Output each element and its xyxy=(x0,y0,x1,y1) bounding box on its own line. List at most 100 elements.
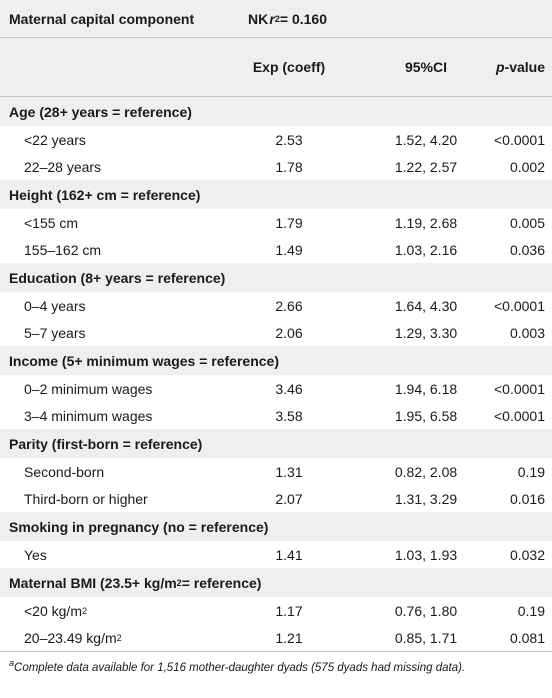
row-label-text: 3–4 minimum wages xyxy=(24,407,153,424)
row-label-text: Third-born or higher xyxy=(24,490,148,507)
row-label-text: <155 cm xyxy=(24,214,79,231)
p-value-cell: 0.036 xyxy=(509,241,545,258)
row-label-text: 155–162 cm xyxy=(24,241,102,258)
ci-cell: 1.19, 2.68 xyxy=(394,214,458,231)
p-value-cell: <0.0001 xyxy=(494,380,545,397)
p-value-cell: <0.0001 xyxy=(494,297,545,314)
section-title-text: Education (8+ years = reference) xyxy=(9,269,226,286)
exp-coeff-cell: 3.58 xyxy=(275,407,303,424)
section-title: Parity (first-born = reference) xyxy=(9,429,202,458)
ci-cell: 1.52, 4.20 xyxy=(394,131,458,148)
row-label: Yes xyxy=(24,541,47,568)
section-header-row: Age (28+ years = reference) xyxy=(0,97,552,126)
row-label: 22–28 years xyxy=(24,153,101,180)
table-row: 155–162 cm 1.49 1.03, 2.16 0.036 xyxy=(0,236,552,263)
footnote-text: Complete data available for 1,516 mother… xyxy=(14,662,466,674)
section-title: Age (28+ years = reference) xyxy=(9,97,192,126)
col-exp-coeff: Exp (coeff) xyxy=(252,59,326,75)
ci-cell: 0.76, 1.80 xyxy=(394,602,458,619)
exp-coeff-cell: 2.06 xyxy=(275,324,303,341)
exp-coeff-cell: 1.79 xyxy=(275,214,303,231)
row-label-text: Yes xyxy=(24,546,47,563)
section-title: Height (162+ cm = reference) xyxy=(9,180,200,209)
row-label-text: 22–28 years xyxy=(24,158,102,175)
row-label-text: 0–4 years xyxy=(24,297,86,314)
section-header-row: Maternal BMI (23.5+ kg/m 2 = reference) xyxy=(0,568,552,597)
table-row: 5–7 years 2.06 1.29, 3.30 0.003 xyxy=(0,319,552,346)
table-row: 22–28 years 1.78 1.22, 2.57 0.002 xyxy=(0,153,552,180)
exp-coeff-cell: 3.46 xyxy=(275,380,303,397)
ci-cell: 1.22, 2.57 xyxy=(394,158,458,175)
section-header-row: Income (5+ minimum wages = reference) xyxy=(0,346,552,375)
section-header-row: Education (8+ years = reference) xyxy=(0,263,552,292)
exp-coeff-cell: 1.41 xyxy=(275,546,303,563)
row-label: 0–4 years xyxy=(24,292,85,319)
exp-coeff-cell: 1.78 xyxy=(275,158,303,175)
p-value-cell: 0.002 xyxy=(509,158,545,175)
table-row: <155 cm 1.79 1.19, 2.68 0.005 xyxy=(0,209,552,236)
section-title-text: Parity (first-born = reference) xyxy=(9,435,203,452)
ci-cell: 0.82, 2.08 xyxy=(394,463,458,480)
table-body: Age (28+ years = reference) <22 years 2.53… xyxy=(0,97,552,651)
exp-coeff-cell: 1.49 xyxy=(275,241,303,258)
ci-cell: 1.94, 6.18 xyxy=(394,380,458,397)
row-label: 20–23.49 kg/m 2 xyxy=(24,629,122,646)
p-value-cell: 0.005 xyxy=(509,214,545,231)
ci-cell: 1.31, 3.29 xyxy=(394,490,458,507)
row-label: 3–4 minimum wages xyxy=(24,402,152,429)
table-row: Second-born 1.31 0.82, 2.08 0.19 xyxy=(0,458,552,485)
section-title-text-post: = reference) xyxy=(181,574,262,591)
section-title-text: Height (162+ cm = reference) xyxy=(9,186,201,203)
row-label-text: 0–2 minimum wages xyxy=(24,380,153,397)
section-header-row: Height (162+ cm = reference) xyxy=(0,180,552,209)
section-header-row: Smoking in pregnancy (no = reference) xyxy=(0,512,552,541)
section-title: Maternal BMI (23.5+ kg/m 2 = reference) xyxy=(9,574,262,591)
row-label: 5–7 years xyxy=(24,319,85,346)
row-label-text: Second-born xyxy=(24,463,105,480)
ci-cell: 1.64, 4.30 xyxy=(394,297,458,314)
row-label: <155 cm xyxy=(24,209,78,236)
table-row: <22 years 2.53 1.52, 4.20 <0.0001 xyxy=(0,126,552,153)
section-title: Education (8+ years = reference) xyxy=(9,263,225,292)
column-header-row: Exp (coeff) 95%CI p -value xyxy=(0,38,552,97)
ci-cell: 1.03, 2.16 xyxy=(394,241,458,258)
exp-coeff-cell: 2.53 xyxy=(275,131,303,148)
row-label: 155–162 cm xyxy=(24,236,101,263)
table-row: 0–2 minimum wages 3.46 1.94, 6.18 <0.0001 xyxy=(0,375,552,402)
row-label-text: 5–7 years xyxy=(24,324,86,341)
section-title: Smoking in pregnancy (no = reference) xyxy=(9,512,268,541)
component-label: Maternal capital component xyxy=(9,10,195,27)
table-row: 3–4 minimum wages 3.58 1.95, 6.58 <0.0001 xyxy=(0,402,552,429)
ci-cell: 1.29, 3.30 xyxy=(394,324,458,341)
row-label-text: 20–23.49 kg/m xyxy=(24,629,117,646)
exp-coeff-cell: 2.07 xyxy=(275,490,303,507)
p-value-cell: 0.016 xyxy=(509,490,545,507)
section-title-text: Age (28+ years = reference) xyxy=(9,103,192,120)
ci-cell: 0.85, 1.71 xyxy=(394,629,458,646)
p-value-cell: <0.0001 xyxy=(494,131,545,148)
ci-cell: 1.03, 1.93 xyxy=(394,546,458,563)
exp-coeff-cell: 2.66 xyxy=(275,297,303,314)
row-label: Second-born xyxy=(24,458,104,485)
section-title-text: Smoking in pregnancy (no = reference) xyxy=(9,518,269,535)
table-row: Third-born or higher 2.07 1.31, 3.29 0.016 xyxy=(0,485,552,512)
row-label: 0–2 minimum wages xyxy=(24,375,152,402)
section-title-text: Maternal BMI (23.5+ kg/m xyxy=(9,574,177,591)
row-label: <20 kg/m 2 xyxy=(24,602,87,619)
row-label: Third-born or higher xyxy=(24,485,148,512)
col-p-value: p -value xyxy=(495,59,545,75)
row-label: <22 years xyxy=(24,126,86,153)
row-label-text: <20 kg/m xyxy=(24,602,82,619)
p-value-cell: <0.0001 xyxy=(494,407,545,424)
p-value-cell: 0.081 xyxy=(509,629,545,646)
exp-coeff-cell: 1.31 xyxy=(275,463,303,480)
table-row: <20 kg/m 2 1.17 0.76, 1.80 0.19 xyxy=(0,597,552,624)
p-value-cell: 0.032 xyxy=(509,546,545,563)
p-value-cell: 0.19 xyxy=(517,463,545,480)
section-title-text: Income (5+ minimum wages = reference) xyxy=(9,352,279,369)
p-value-cell: 0.003 xyxy=(509,324,545,341)
ci-cell: 1.95, 6.58 xyxy=(394,407,458,424)
